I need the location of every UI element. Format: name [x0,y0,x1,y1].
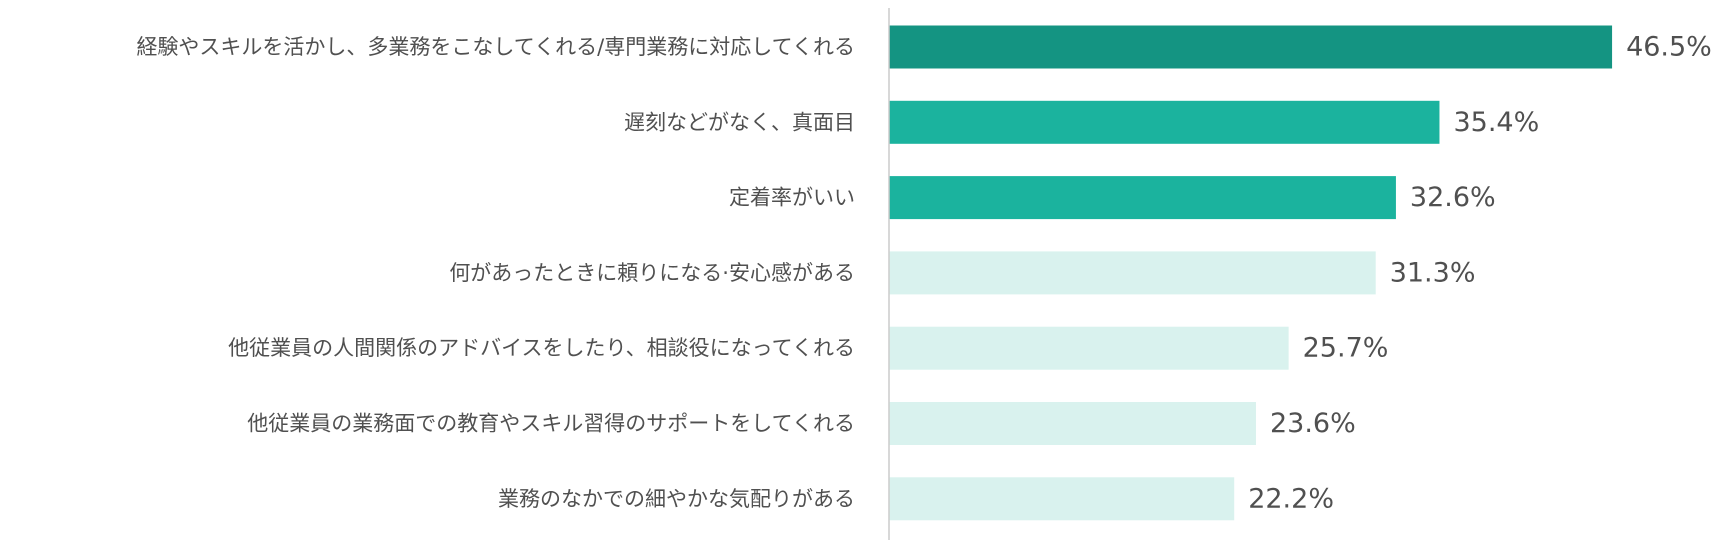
value-label-6: 23.6% [1270,408,1356,439]
category-label-5: 他従業員の人間関係のアドバイスをしたり、相談役になってくれる [228,336,855,360]
value-label-3: 32.6% [1410,182,1496,213]
category-label-6: 他従業員の業務面での教育やスキル習得のサポートをしてくれる [247,412,855,436]
category-labels-group: 経験やスキルを活かし、多業務をこなしてくれる/専門業務に対応してくれる遅刻などが… [136,35,855,511]
bar-7 [889,477,1235,521]
category-label-2: 遅刻などがなく、真面目 [624,110,855,134]
category-label-3: 定着率がいい [729,186,855,210]
category-label-7: 業務のなかでの細やかな気配りがある [498,487,855,511]
value-label-2: 35.4% [1453,107,1539,138]
bar-4 [889,251,1376,295]
bar-5 [889,326,1289,370]
value-labels-group: 46.5% 35.4% 32.6% 31.3% 25.7% 23.6% 22.2% [1248,32,1712,515]
bar-1 [889,25,1613,69]
bar-6 [889,402,1256,445]
category-label-1: 経験やスキルを活かし、多業務をこなしてくれる/専門業務に対応してくれる [136,35,855,59]
bar-2 [889,100,1440,144]
value-label-5: 25.7% [1303,333,1389,364]
bars-group [889,25,1613,521]
value-label-4: 31.3% [1390,257,1476,288]
category-label-4: 何があったときに頼りになる·安心感がある [449,261,855,285]
value-label-1: 46.5% [1626,32,1712,63]
bar-3 [889,176,1396,220]
value-label-7: 22.2% [1248,483,1334,514]
